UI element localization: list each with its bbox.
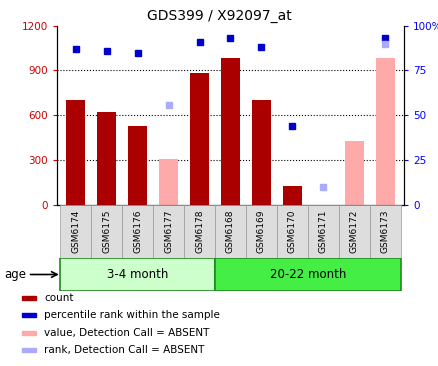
Bar: [251, 100, 270, 205]
Bar: [21, 331, 36, 335]
Text: GSM6169: GSM6169: [256, 210, 265, 253]
Bar: [122, 205, 153, 258]
Bar: [60, 205, 91, 258]
Bar: [283, 186, 301, 205]
Bar: [369, 205, 400, 258]
Text: count: count: [44, 293, 74, 303]
Bar: [21, 313, 36, 317]
Text: GSM6172: GSM6172: [349, 210, 358, 253]
Text: GSM6175: GSM6175: [102, 210, 111, 253]
Text: percentile rank within the sample: percentile rank within the sample: [44, 310, 220, 320]
Bar: [245, 205, 276, 258]
Bar: [21, 348, 36, 352]
Text: 3-4 month: 3-4 month: [106, 268, 168, 281]
Text: value, Detection Call = ABSENT: value, Detection Call = ABSENT: [44, 328, 209, 337]
Text: GSM6178: GSM6178: [194, 210, 204, 253]
Text: GSM6176: GSM6176: [133, 210, 142, 253]
Bar: [338, 205, 369, 258]
Bar: [215, 258, 400, 291]
Bar: [153, 205, 184, 258]
Bar: [276, 205, 307, 258]
Text: GSM6168: GSM6168: [226, 210, 234, 253]
Bar: [97, 112, 116, 205]
Bar: [375, 59, 394, 205]
Bar: [66, 100, 85, 205]
Text: GDS399 / X92097_at: GDS399 / X92097_at: [147, 9, 291, 23]
Bar: [21, 296, 36, 300]
Text: rank, Detection Call = ABSENT: rank, Detection Call = ABSENT: [44, 345, 204, 355]
Bar: [215, 205, 245, 258]
Text: GSM6170: GSM6170: [287, 210, 296, 253]
Bar: [184, 205, 215, 258]
Text: GSM6177: GSM6177: [164, 210, 173, 253]
Text: GSM6173: GSM6173: [380, 210, 389, 253]
Bar: [190, 74, 208, 205]
Text: GSM6174: GSM6174: [71, 210, 80, 253]
Bar: [128, 126, 147, 205]
Bar: [344, 141, 363, 205]
Text: 20-22 month: 20-22 month: [269, 268, 345, 281]
Bar: [60, 258, 215, 291]
Bar: [159, 158, 177, 205]
Bar: [221, 59, 239, 205]
Bar: [307, 205, 338, 258]
Bar: [91, 205, 122, 258]
Text: age: age: [4, 268, 26, 281]
Text: GSM6171: GSM6171: [318, 210, 327, 253]
